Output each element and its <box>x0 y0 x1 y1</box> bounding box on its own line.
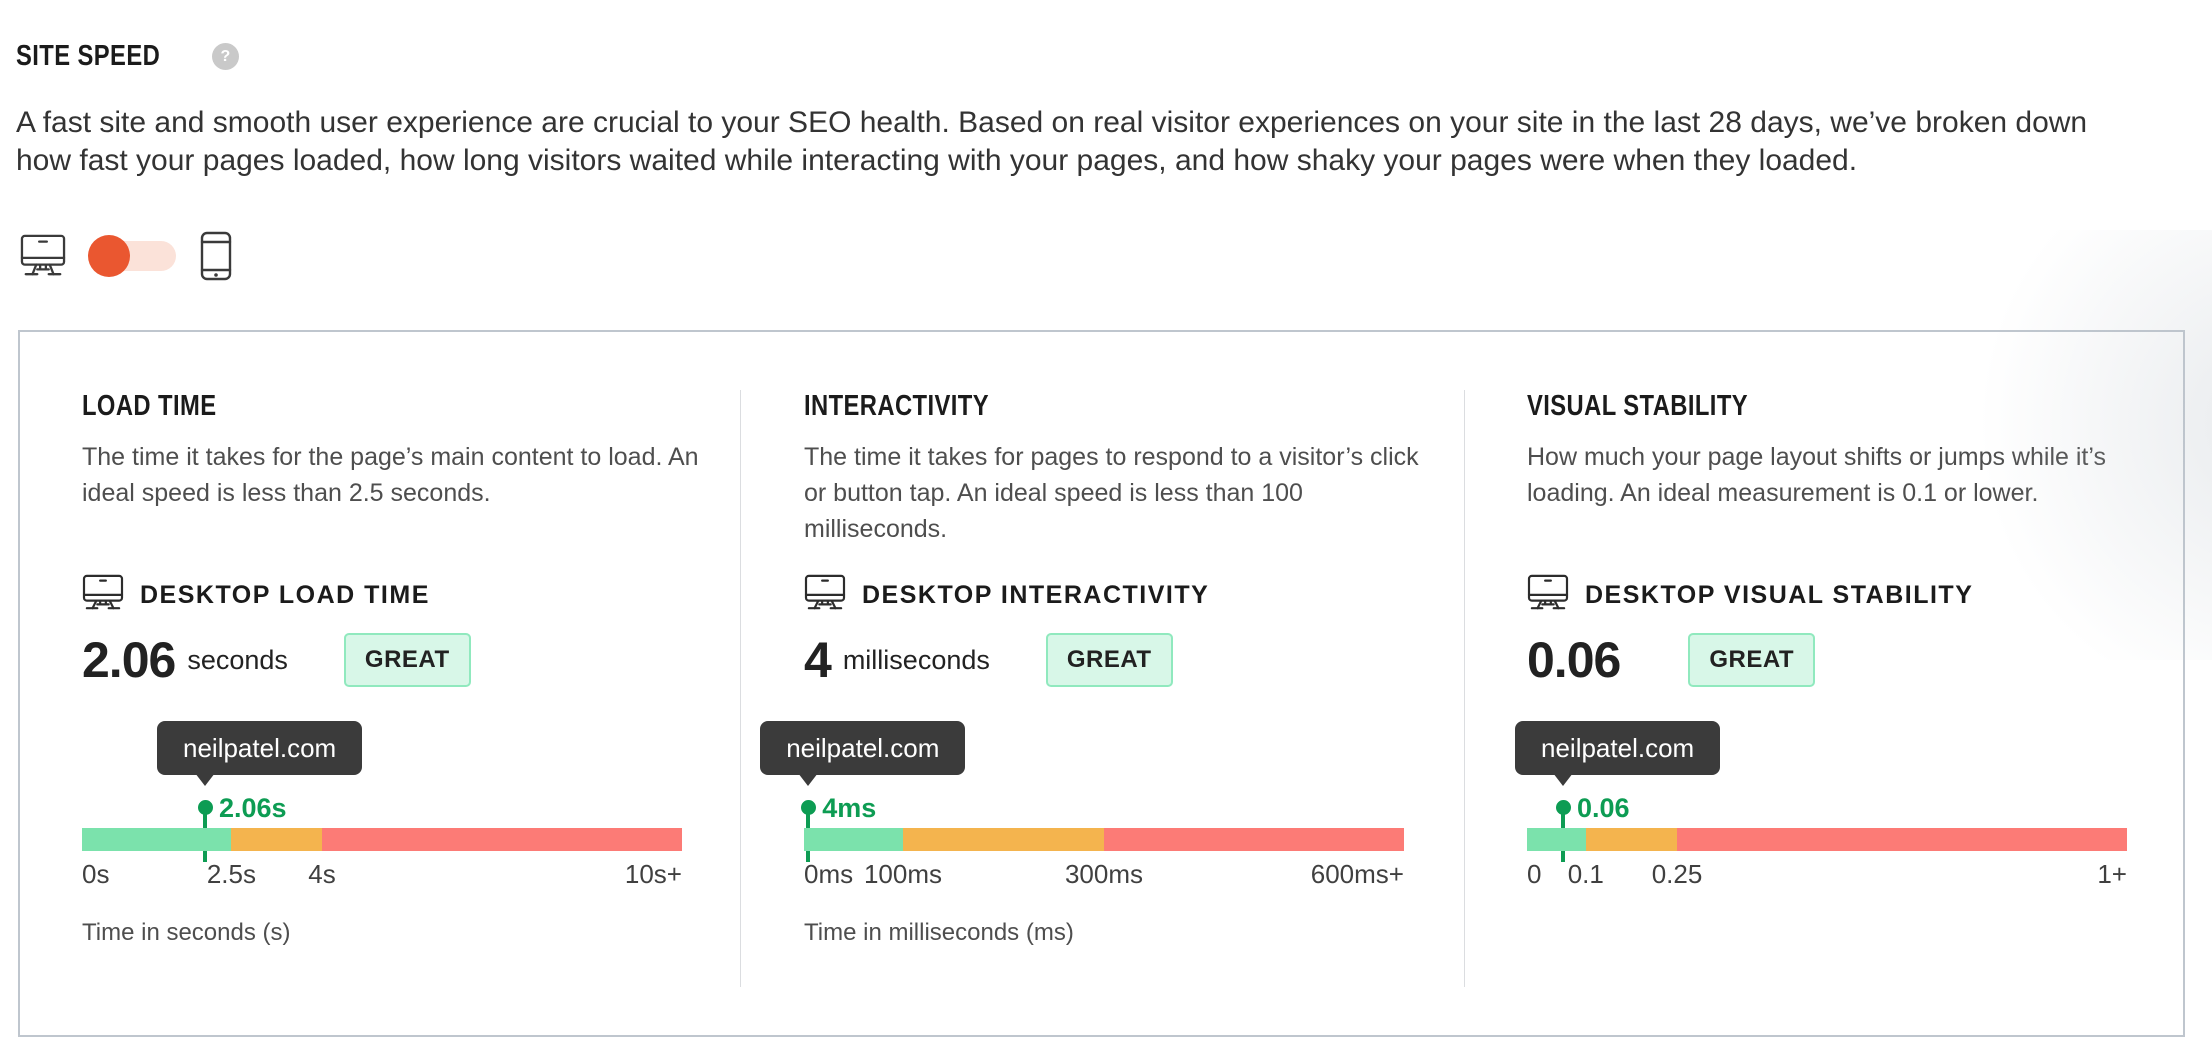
metric-value: 4 <box>804 632 832 688</box>
tooltip-arrow-icon <box>798 773 819 786</box>
axis-tick-label: 0ms <box>804 859 854 889</box>
status-badge: GREAT <box>1688 633 1816 687</box>
gauge-bar <box>82 828 682 851</box>
desktop-icon[interactable] <box>20 234 66 278</box>
tooltip-text: neilpatel.com <box>1541 733 1695 763</box>
marker-value-label: 4ms <box>822 793 877 823</box>
page-header: SITE SPEED ? <box>16 40 239 73</box>
load-time-column: LOAD TIME The time it takes for the page… <box>82 390 722 949</box>
tooltip-text: neilpatel.com <box>183 733 337 763</box>
metric-label: DESKTOP LOAD TIME <box>140 580 430 609</box>
column-divider <box>1464 390 1465 987</box>
column-description: How much your page layout shifts or jump… <box>1527 439 2167 557</box>
toggle-knob[interactable] <box>88 235 130 277</box>
column-description: The time it takes for pages to respond t… <box>804 439 1444 557</box>
gauge-axis: 0 0.1 0.25 1+ <box>1527 859 2127 891</box>
gauge-segment-orange <box>1585 828 1677 851</box>
axis-tick-label: 1+ <box>2097 859 2127 889</box>
metric-subheader: DESKTOP VISUAL STABILITY <box>1527 573 2167 617</box>
axis-tick-label: 0 <box>1527 859 1542 889</box>
gauge-segment-green <box>1527 828 1586 851</box>
desktop-icon <box>804 574 846 617</box>
gauge: neilpatel.com 0.06 0 0.1 0.25 1+ <box>1515 721 2127 891</box>
help-icon[interactable]: ? <box>211 43 239 70</box>
metric-label: DESKTOP INTERACTIVITY <box>862 580 1210 609</box>
metric-row: 2.06 seconds GREAT <box>82 631 722 689</box>
metric-subheader: DESKTOP INTERACTIVITY <box>804 573 1444 617</box>
tooltip-text: neilpatel.com <box>786 733 940 763</box>
gauge: neilpatel.com 4ms 0ms 100ms 300ms 600ms+ <box>760 721 1404 891</box>
description-line: milliseconds. <box>804 515 948 543</box>
desktop-icon <box>82 574 124 617</box>
column-divider <box>740 390 741 987</box>
metric-subheader: DESKTOP LOAD TIME <box>82 573 722 617</box>
axis-tick-label: 300ms <box>1064 859 1144 889</box>
axis-tick-label: 4s <box>308 859 336 889</box>
domain-tooltip: neilpatel.com <box>1515 721 1721 786</box>
gauge-bar <box>804 828 1404 851</box>
marker-value-label: 2.06s <box>219 793 287 823</box>
column-title: LOAD TIME <box>82 390 217 422</box>
description-line: loading. An ideal measurement is 0.1 or … <box>1527 479 2039 507</box>
desktop-icon <box>1527 574 1569 617</box>
tooltip-arrow-icon <box>1553 773 1573 786</box>
gauge-footnote: Time in milliseconds (ms) <box>804 919 1074 946</box>
gauge-segment-red <box>1676 828 2127 851</box>
gauge-segment-green <box>82 828 232 851</box>
description-line: ideal speed is less than 2.5 seconds. <box>82 479 491 507</box>
axis-tick-label: 0.1 <box>1567 859 1604 889</box>
intro-line: A fast site and smooth user experience a… <box>16 106 2088 139</box>
axis-tick-label: 0s <box>82 859 110 889</box>
metric-unit: seconds <box>187 644 288 675</box>
gauge-axis: 0s 2.5s 4s 10s+ <box>82 859 682 891</box>
domain-tooltip: neilpatel.com <box>157 721 363 786</box>
metric-value: 2.06 <box>82 632 176 688</box>
visual-stability-column: VISUAL STABILITY How much your page layo… <box>1515 390 2167 949</box>
status-badge: GREAT <box>1045 633 1173 687</box>
metric-row: 0.06 GREAT <box>1527 631 2167 689</box>
axis-tick-label: 0.25 <box>1651 859 1703 889</box>
column-title: VISUAL STABILITY <box>1527 390 1749 422</box>
gauge-bar <box>1527 828 2127 851</box>
interactivity-column: INTERACTIVITY The time it takes for page… <box>760 390 1444 949</box>
axis-tick-label: 100ms <box>863 859 943 889</box>
metric-unit: milliseconds <box>842 644 990 675</box>
device-toggle[interactable] <box>88 235 176 277</box>
device-toggle-row <box>20 230 232 282</box>
gauge-footnote: Time in seconds (s) <box>82 919 291 946</box>
column-description: The time it takes for the page’s main co… <box>82 439 722 557</box>
gauge-axis: 0ms 100ms 300ms 600ms+ <box>804 859 1404 891</box>
gauge-segment-red <box>1104 828 1404 851</box>
column-title: INTERACTIVITY <box>804 390 990 422</box>
gauge-segment-green <box>804 828 903 851</box>
gauge-segment-orange <box>903 828 1104 851</box>
description-line: The time it takes for the page’s main co… <box>82 443 699 471</box>
metric-label: DESKTOP VISUAL STABILITY <box>1585 580 1974 609</box>
status-badge: GREAT <box>343 633 471 687</box>
domain-tooltip: neilpatel.com <box>760 721 966 786</box>
gauge-segment-orange <box>231 828 322 851</box>
axis-tick-label: 600ms+ <box>1310 859 1404 889</box>
gauge-segment-red <box>321 828 682 851</box>
intro-paragraph: A fast site and smooth user experience a… <box>16 104 2087 180</box>
metric-row: 4 milliseconds GREAT <box>804 631 1444 689</box>
axis-tick-label: 10s+ <box>624 859 682 889</box>
axis-tick-label: 2.5s <box>206 859 256 889</box>
description-line: How much your page layout shifts or jump… <box>1527 443 2106 471</box>
metric-value: 0.06 <box>1527 632 1621 688</box>
metrics-card: LOAD TIME The time it takes for the page… <box>18 330 2185 1037</box>
marker-value-label: 0.06 <box>1577 793 1630 823</box>
intro-line: how fast your pages loaded, how long vis… <box>16 144 1858 177</box>
gauge: neilpatel.com 2.06s 0s 2.5s 4s 10s+ <box>82 721 682 891</box>
description-line: or button tap. An ideal speed is less th… <box>804 479 1303 507</box>
tooltip-arrow-icon <box>195 773 215 786</box>
page-title: SITE SPEED <box>16 40 161 72</box>
mobile-icon[interactable] <box>200 231 232 281</box>
description-line: The time it takes for pages to respond t… <box>804 443 1419 471</box>
gauge-footnote <box>1527 919 2167 949</box>
